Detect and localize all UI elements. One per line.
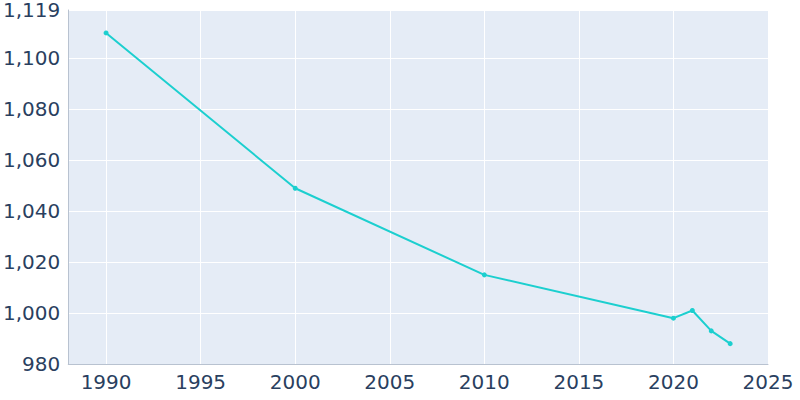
svg-text:1,060: 1,060 bbox=[3, 148, 60, 172]
svg-text:1995: 1995 bbox=[175, 370, 226, 394]
svg-text:2005: 2005 bbox=[364, 370, 415, 394]
svg-text:1,020: 1,020 bbox=[3, 250, 60, 274]
svg-text:2010: 2010 bbox=[459, 370, 510, 394]
svg-text:1,100: 1,100 bbox=[3, 46, 60, 70]
svg-text:980: 980 bbox=[22, 352, 60, 376]
svg-text:1,080: 1,080 bbox=[3, 97, 60, 121]
svg-text:1,119: 1,119 bbox=[3, 0, 60, 22]
svg-text:1,000: 1,000 bbox=[3, 301, 60, 325]
svg-text:2015: 2015 bbox=[553, 370, 604, 394]
svg-text:1990: 1990 bbox=[81, 370, 132, 394]
svg-text:2000: 2000 bbox=[270, 370, 321, 394]
svg-text:2020: 2020 bbox=[648, 370, 699, 394]
svg-text:2025: 2025 bbox=[743, 370, 794, 394]
svg-text:1,040: 1,040 bbox=[3, 199, 60, 223]
